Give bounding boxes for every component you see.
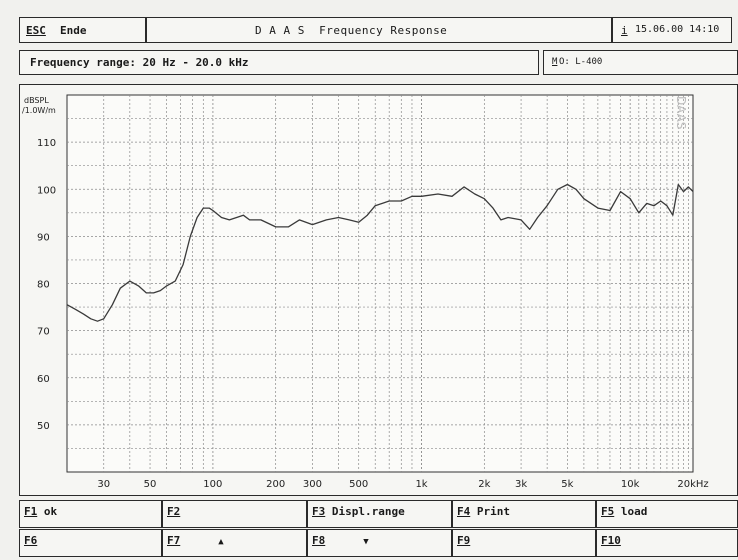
x-tick-label: 10k: [621, 479, 640, 490]
function-key-id: F6: [24, 534, 38, 547]
function-key-label: Displ.range: [325, 505, 405, 518]
function-key-f4[interactable]: F4 Print: [452, 500, 596, 528]
function-key-id: F10: [601, 534, 621, 547]
x-tick-label: 20kHz: [677, 479, 708, 490]
x-tick-label: 30: [97, 479, 110, 490]
function-key-f7[interactable]: F7 ▲: [162, 529, 307, 557]
function-key-id: F1: [24, 505, 38, 518]
function-key-id: F3: [312, 505, 326, 518]
y-axis-label: dBSPL: [24, 96, 49, 105]
y-tick-label: 90: [37, 232, 50, 243]
datetime-label: 15.06.00 14:10: [635, 24, 720, 35]
watermark: DAAS: [674, 96, 688, 129]
frequency-range-label: Frequency range: 20 Hz - 20.0 kHz: [30, 56, 249, 69]
title-bar: D A A S Frequency Response: [146, 17, 612, 43]
esc-action-label: Ende: [60, 24, 87, 37]
y-tick-label: 110: [37, 138, 56, 149]
mic-value-label: O: L-400: [559, 57, 603, 67]
page-title: D A A S Frequency Response: [255, 24, 448, 37]
function-key-id: F9: [457, 534, 471, 547]
function-key-id: F8: [312, 534, 326, 547]
function-key-id: F2: [167, 505, 181, 518]
y-tick-label: 60: [37, 374, 50, 385]
esc-key-label: ESC: [26, 24, 46, 37]
x-tick-label: 200: [266, 479, 285, 490]
response-curve: [66, 183, 694, 322]
y-axis-unit-label: /1.0W/m: [22, 106, 56, 115]
arrow-down-icon: ▼: [363, 537, 369, 547]
function-key-id: F5: [601, 505, 615, 518]
function-key-f5[interactable]: F5 load: [596, 500, 738, 528]
x-tick-label: 5k: [561, 479, 573, 490]
x-tick-label: 100: [203, 479, 222, 490]
function-key-f9[interactable]: F9: [452, 529, 596, 557]
y-tick-label: 50: [37, 421, 50, 432]
frequency-range-bar: Frequency range: 20 Hz - 20.0 kHz: [19, 50, 539, 75]
y-tick-label: 80: [37, 280, 50, 291]
x-tick-label: 1k: [415, 479, 427, 490]
microphone-field[interactable]: M O: L-400: [543, 50, 738, 75]
x-tick-label: 50: [144, 479, 157, 490]
function-key-f3[interactable]: F3 Displ.range: [307, 500, 452, 528]
info-button[interactable]: i 15.06.00 14:10: [612, 17, 732, 43]
function-key-f8[interactable]: F8 ▼: [307, 529, 452, 557]
function-key-label: ok: [37, 505, 58, 518]
y-tick-label: 70: [37, 327, 50, 338]
y-tick-label: 100: [37, 185, 56, 196]
mic-key-label: M: [552, 57, 558, 67]
x-tick-label: 3k: [515, 479, 527, 490]
function-key-f1[interactable]: F1 ok: [19, 500, 162, 528]
x-tick-label: 2k: [478, 479, 490, 490]
function-key-f2[interactable]: F2: [162, 500, 307, 528]
info-key-label: i: [621, 24, 628, 37]
function-key-id: F4: [457, 505, 471, 518]
function-key-label: load: [614, 505, 648, 518]
function-key-f10[interactable]: F10: [596, 529, 738, 557]
x-tick-label: 300: [303, 479, 322, 490]
esc-button[interactable]: ESC Ende: [19, 17, 146, 43]
x-tick-label: 500: [349, 479, 368, 490]
function-key-id: F7: [167, 534, 181, 547]
arrow-up-icon: ▲: [218, 537, 224, 547]
function-key-f6[interactable]: F6: [19, 529, 162, 557]
function-key-label: Print: [470, 505, 510, 518]
